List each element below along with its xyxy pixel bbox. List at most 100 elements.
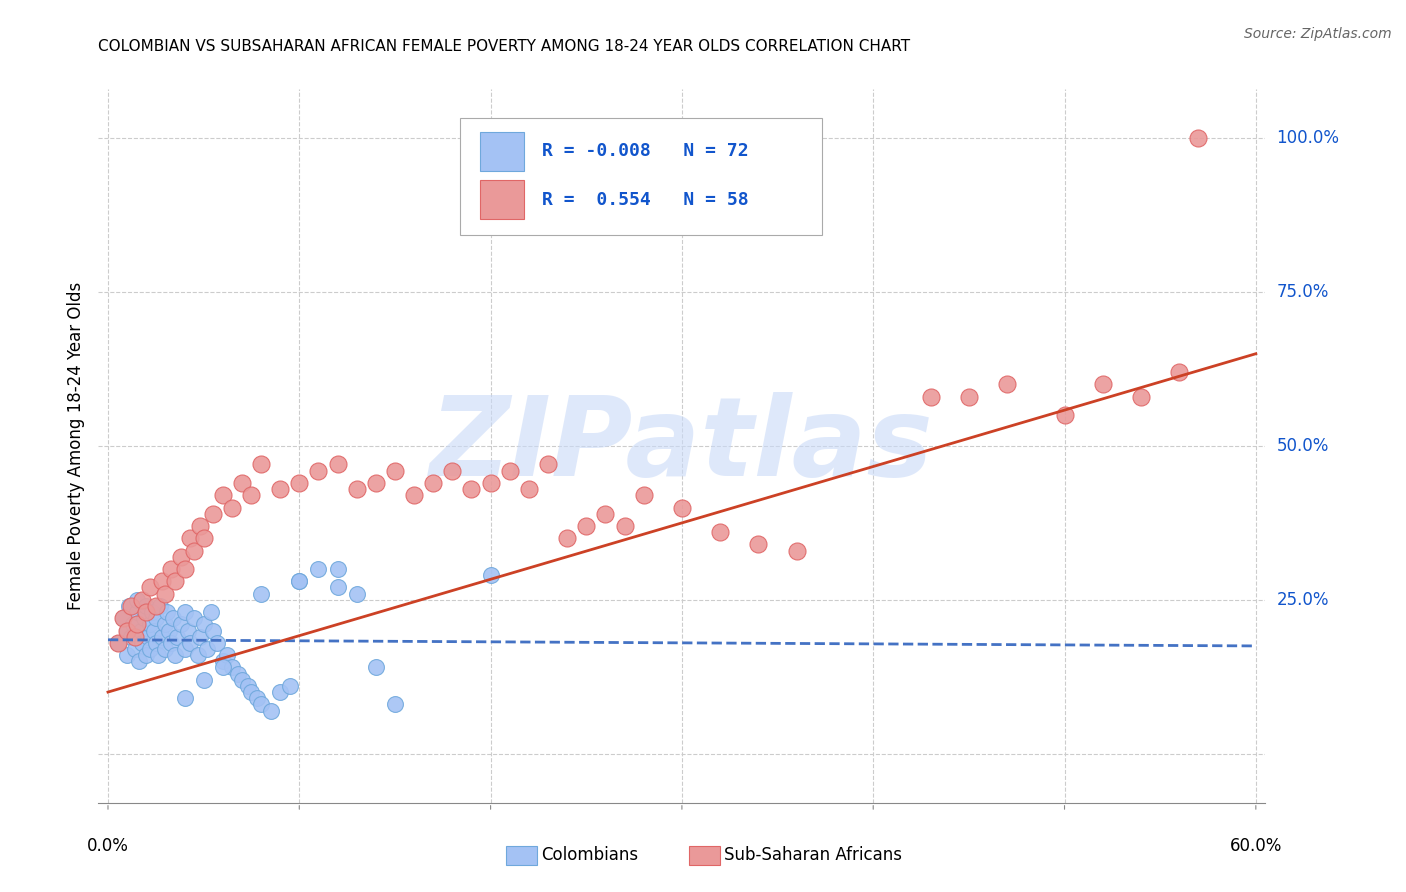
Point [166, 630, 188, 644]
Point [346, 482, 368, 496]
Point [135, 605, 157, 619]
Point [135, 599, 157, 613]
Point [221, 660, 243, 674]
Point [747, 537, 769, 551]
Point [1187, 131, 1209, 145]
Point [188, 519, 211, 533]
Point [193, 531, 215, 545]
Point [155, 617, 177, 632]
Point [384, 698, 406, 712]
Point [250, 458, 273, 472]
Point [197, 642, 219, 657]
Point [326, 562, 349, 576]
Text: 50.0%: 50.0% [1277, 437, 1329, 455]
Text: Colombians: Colombians [541, 847, 638, 864]
Point [250, 698, 273, 712]
Point [231, 475, 253, 490]
Point [155, 587, 177, 601]
Point [1053, 409, 1076, 423]
Point [786, 543, 808, 558]
Point [141, 605, 163, 619]
Point [441, 464, 464, 478]
Text: R =  0.554   N = 58: R = 0.554 N = 58 [541, 191, 748, 209]
Point [326, 581, 349, 595]
Point [120, 630, 142, 644]
Point [193, 617, 215, 632]
Point [163, 574, 186, 589]
Point [288, 574, 311, 589]
Point [136, 630, 159, 644]
Point [517, 482, 540, 496]
Point [259, 704, 281, 718]
Point [170, 549, 193, 564]
Point [231, 673, 253, 687]
Point [288, 475, 311, 490]
Point [595, 507, 617, 521]
Point [125, 617, 148, 632]
Point [200, 605, 222, 619]
Point [250, 587, 273, 601]
Point [157, 624, 180, 638]
Point [121, 617, 143, 632]
Point [240, 488, 263, 502]
Point [269, 685, 291, 699]
Text: 25.0%: 25.0% [1277, 591, 1329, 609]
Point [920, 390, 942, 404]
Text: 75.0%: 75.0% [1277, 283, 1329, 301]
Point [177, 624, 200, 638]
Point [173, 642, 195, 657]
Point [211, 654, 233, 668]
Text: 100.0%: 100.0% [1277, 129, 1340, 147]
Point [124, 630, 146, 644]
Point [173, 562, 195, 576]
Point [155, 642, 177, 657]
Point [124, 642, 146, 657]
Point [499, 464, 522, 478]
Point [115, 648, 138, 662]
Point [193, 673, 215, 687]
Point [163, 648, 186, 662]
Point [135, 648, 157, 662]
Point [537, 458, 560, 472]
Point [142, 624, 165, 638]
Y-axis label: Female Poverty Among 18-24 Year Olds: Female Poverty Among 18-24 Year Olds [66, 282, 84, 610]
Point [221, 500, 243, 515]
Point [479, 568, 502, 582]
Text: Source: ZipAtlas.com: Source: ZipAtlas.com [1244, 27, 1392, 41]
Point [211, 660, 233, 674]
Point [179, 636, 201, 650]
Point [146, 648, 169, 662]
Point [125, 605, 148, 619]
Point [202, 507, 225, 521]
Point [131, 636, 153, 650]
Point [115, 624, 138, 638]
Point [1091, 377, 1114, 392]
Point [149, 599, 172, 613]
Point [236, 679, 259, 693]
Point [1130, 390, 1153, 404]
Point [179, 531, 201, 545]
Point [671, 500, 693, 515]
Point [269, 482, 291, 496]
Point [115, 624, 138, 638]
Point [479, 475, 502, 490]
Point [404, 488, 426, 502]
Point [112, 611, 135, 625]
Point [422, 475, 444, 490]
Point [150, 630, 173, 644]
Point [145, 636, 167, 650]
Point [112, 611, 135, 625]
Point [125, 592, 148, 607]
Point [128, 654, 150, 668]
Point [129, 624, 152, 638]
Point [188, 630, 211, 644]
Point [134, 611, 156, 625]
Point [460, 482, 482, 496]
Point [150, 574, 173, 589]
Point [995, 377, 1018, 392]
Point [162, 611, 184, 625]
Point [278, 679, 301, 693]
Point [120, 599, 142, 613]
Bar [479, 132, 524, 171]
Point [205, 636, 228, 650]
